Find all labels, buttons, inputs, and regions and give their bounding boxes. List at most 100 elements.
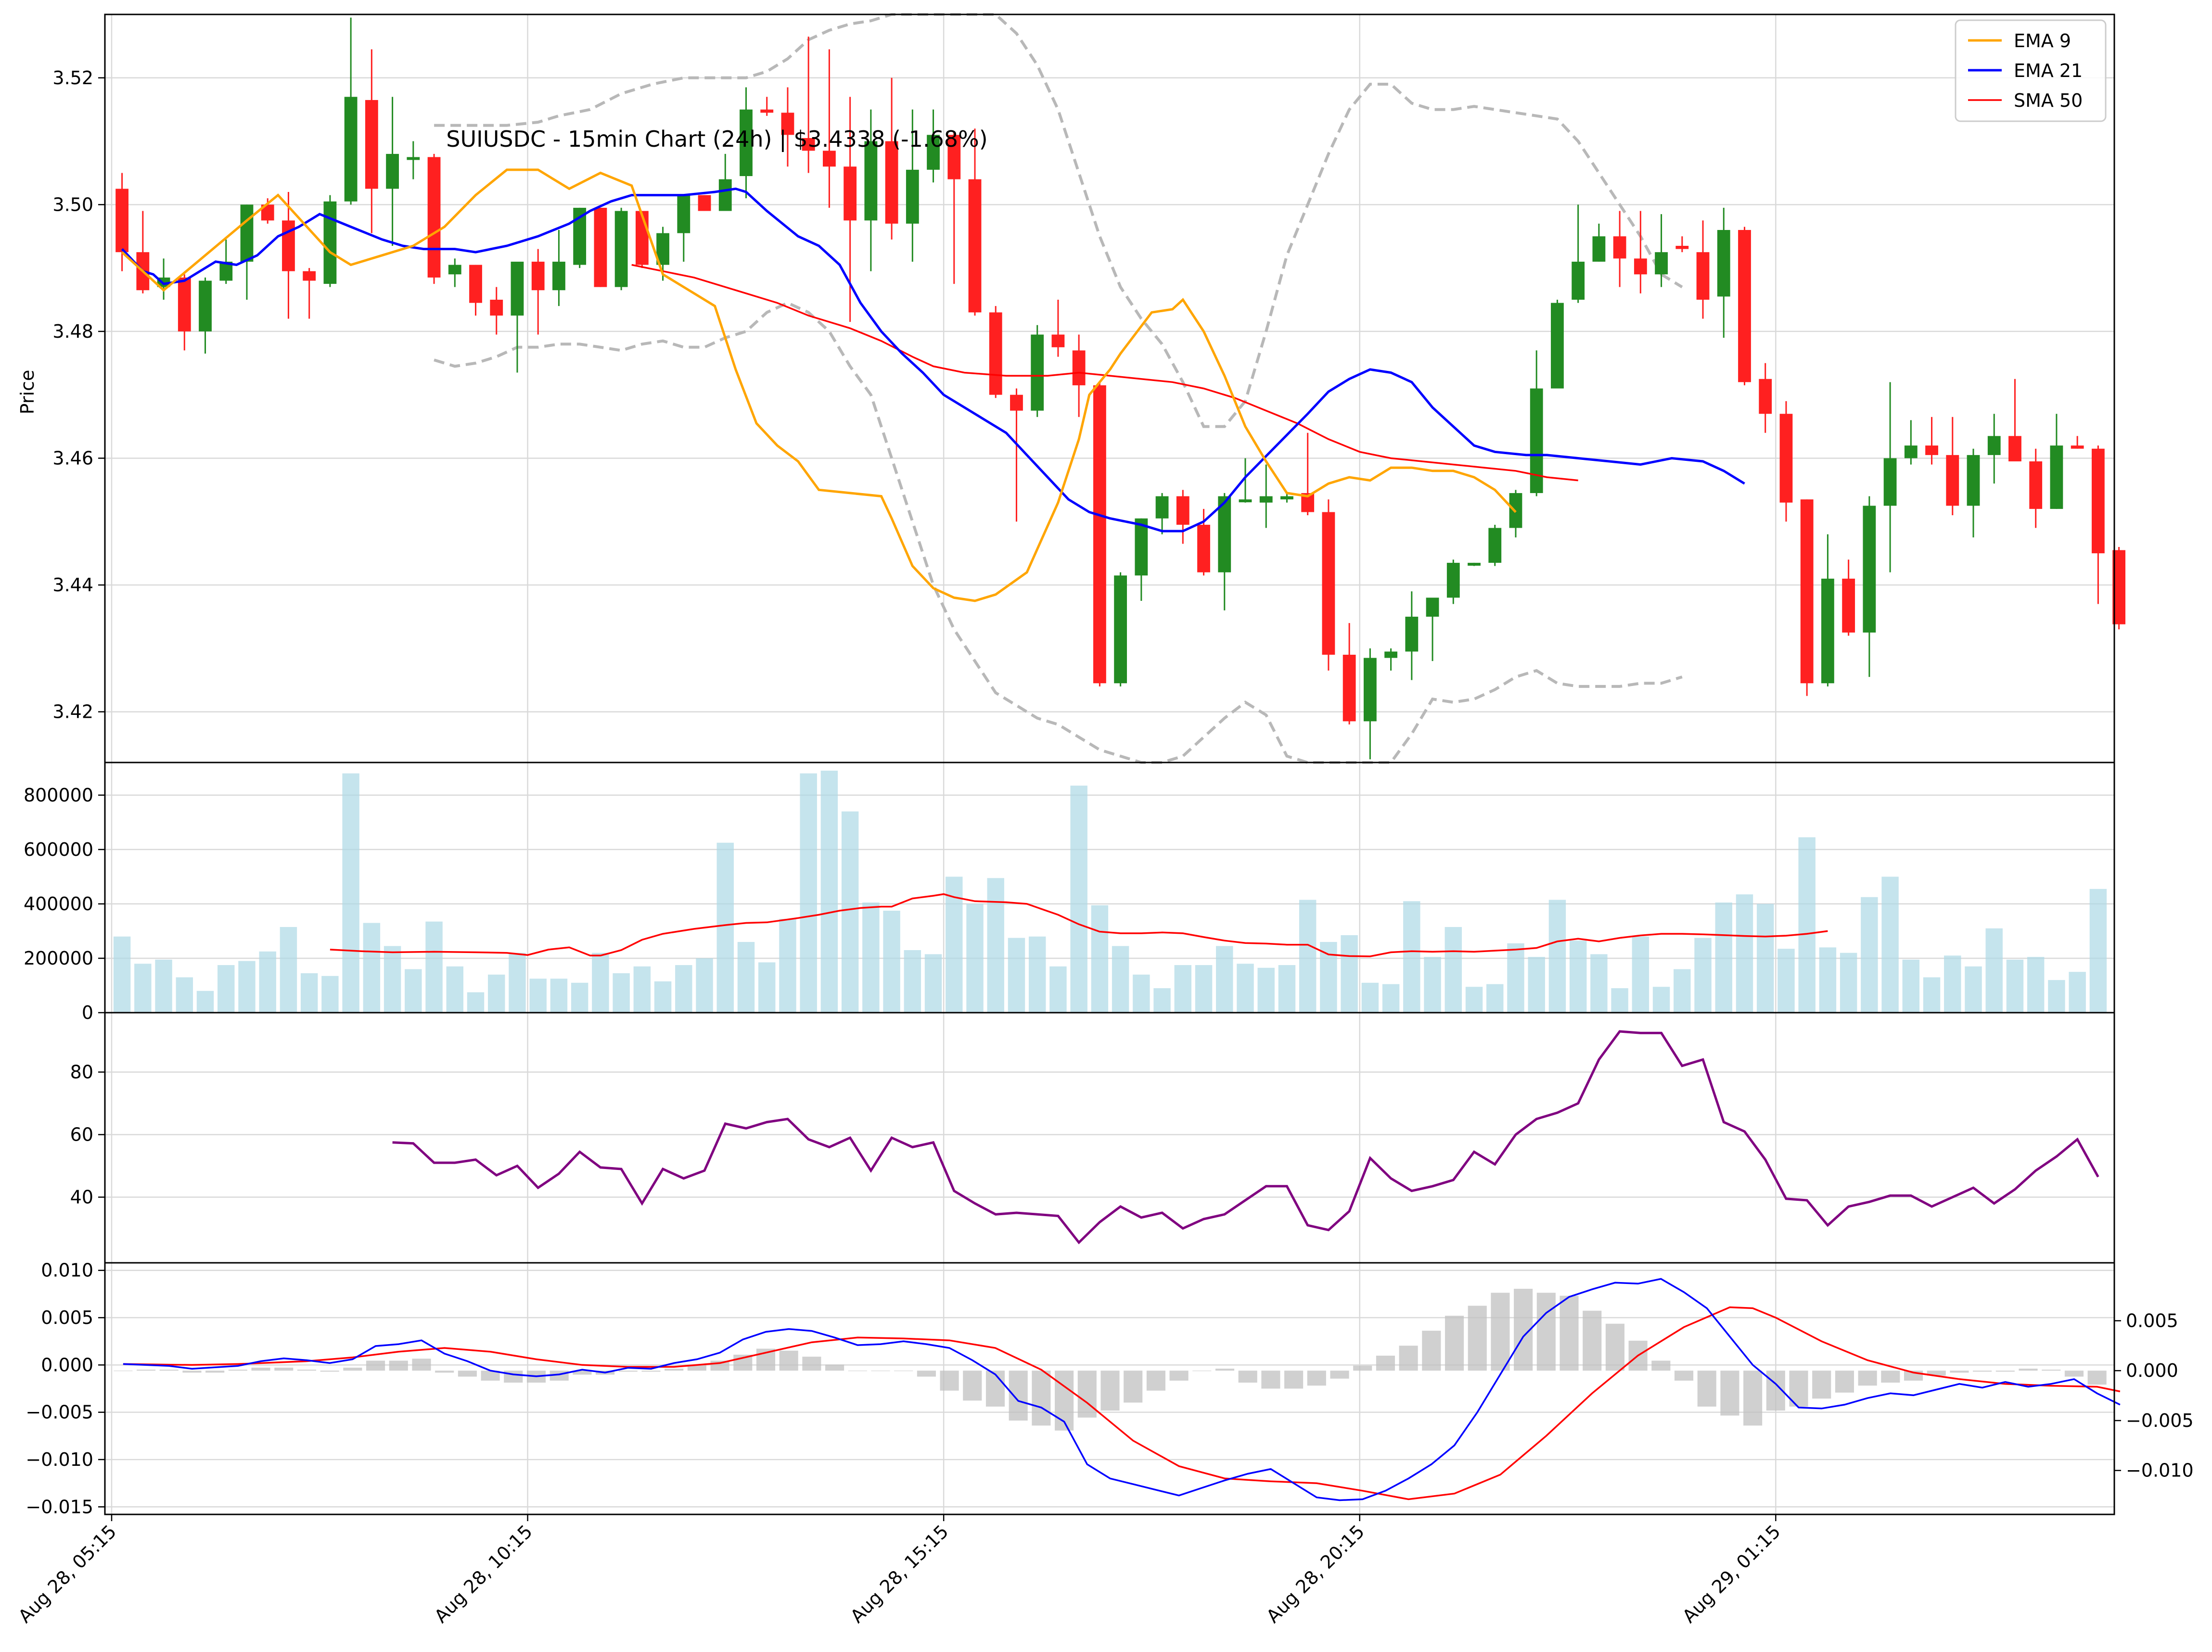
volume-bar bbox=[196, 991, 214, 1013]
volume-bar bbox=[446, 966, 464, 1013]
candle-body bbox=[115, 189, 129, 253]
candle-body bbox=[1031, 334, 1044, 411]
candle-body bbox=[1655, 252, 1668, 275]
indicator-lines bbox=[121, 168, 1745, 602]
volume-bar bbox=[1028, 936, 1046, 1013]
volume-bar bbox=[1257, 967, 1275, 1013]
volume-bar bbox=[1569, 940, 1587, 1013]
volume-bar bbox=[1923, 977, 1941, 1013]
candle-body bbox=[614, 211, 628, 287]
bollinger-bands bbox=[434, 13, 1683, 764]
candle-body bbox=[823, 151, 836, 167]
volume-bar bbox=[1216, 946, 1233, 1013]
macd-histogram-bar bbox=[963, 1371, 982, 1401]
macd-histogram-bar bbox=[917, 1371, 936, 1377]
macd-histogram-bar bbox=[2019, 1368, 2038, 1371]
volume-bar bbox=[800, 773, 817, 1013]
volume-bar bbox=[2006, 959, 2024, 1013]
candle-body bbox=[1572, 261, 1585, 300]
volume-bar bbox=[1382, 984, 1400, 1013]
volume-bar bbox=[1528, 957, 1545, 1013]
macd-histogram-bar bbox=[136, 1370, 156, 1371]
volume-bar bbox=[1777, 949, 1795, 1013]
candlesticks bbox=[115, 17, 2126, 760]
macd-histogram-bar bbox=[1077, 1371, 1097, 1418]
rsi-line bbox=[392, 1030, 2099, 1245]
y-tick-label: 40 bbox=[70, 1187, 93, 1208]
macd-histogram-bar bbox=[1261, 1371, 1280, 1389]
legend-sma50-label: SMA 50 bbox=[2014, 90, 2083, 111]
macd-histogram-bar bbox=[1536, 1293, 1556, 1371]
candle-body bbox=[303, 271, 316, 281]
candle-body bbox=[1135, 518, 1148, 576]
candle-body bbox=[677, 195, 690, 233]
candle-body bbox=[844, 166, 857, 221]
y-tick-label: 600000 bbox=[24, 839, 93, 860]
macd-histogram-bar bbox=[1353, 1365, 1372, 1371]
bollinger-upper-line bbox=[434, 13, 1683, 428]
volume-bar bbox=[1694, 938, 1712, 1013]
volume-bar bbox=[966, 903, 984, 1013]
volume-bar bbox=[613, 973, 630, 1013]
macd-histogram-bar bbox=[1560, 1296, 1579, 1371]
legend-ema21-label: EMA 21 bbox=[2014, 60, 2083, 81]
macd-histogram-bar bbox=[1422, 1331, 1441, 1371]
volume-bar bbox=[696, 958, 713, 1013]
candle-body bbox=[1842, 578, 1855, 633]
volume-bar bbox=[1465, 987, 1483, 1013]
macd-histogram-bar bbox=[1468, 1306, 1487, 1371]
volume-bar bbox=[1507, 943, 1524, 1013]
candle-body bbox=[2050, 445, 2063, 509]
volume-bar bbox=[1112, 946, 1129, 1013]
macd-histogram-bar bbox=[1858, 1371, 1877, 1386]
volume-bar bbox=[2089, 889, 2107, 1013]
volume-bar bbox=[737, 942, 755, 1013]
candle-body bbox=[1446, 562, 1460, 598]
volume-bar bbox=[1049, 966, 1067, 1013]
candle-body bbox=[178, 277, 191, 331]
candle-body bbox=[989, 312, 1002, 395]
volume-bar bbox=[904, 950, 921, 1013]
candle-body bbox=[1821, 578, 1834, 684]
macd-histogram-bar bbox=[228, 1370, 247, 1371]
volume-bars bbox=[113, 770, 2107, 1013]
candle-body bbox=[199, 280, 212, 331]
volume-bar bbox=[1070, 786, 1087, 1013]
axes bbox=[98, 13, 2121, 1521]
macd-histogram-bar bbox=[1100, 1371, 1120, 1411]
volume-bar bbox=[820, 770, 838, 1013]
candle-body bbox=[1218, 496, 1231, 572]
candle-body bbox=[1987, 436, 2001, 455]
y-tick-label: 3.46 bbox=[52, 447, 93, 469]
candle-body bbox=[885, 141, 898, 224]
candle-body bbox=[1468, 562, 1481, 566]
macd-histogram-bar bbox=[1124, 1371, 1143, 1403]
volume-bar bbox=[1133, 974, 1150, 1013]
candle-body bbox=[1696, 252, 1710, 300]
candle-body bbox=[1405, 616, 1419, 652]
candle-body bbox=[407, 157, 420, 160]
candle-body bbox=[1197, 524, 1210, 572]
macd-histogram-bar bbox=[159, 1370, 179, 1371]
volume-bar bbox=[176, 977, 193, 1013]
macd-histogram-bar bbox=[1491, 1293, 1510, 1371]
y-tick-label: 0.005 bbox=[41, 1307, 93, 1328]
macd-histogram-bar bbox=[1284, 1371, 1304, 1389]
y-tick-label: 0.010 bbox=[41, 1260, 93, 1281]
candle-body bbox=[1883, 458, 1897, 506]
candle-body bbox=[760, 109, 774, 113]
macd-histogram-bar bbox=[1169, 1371, 1189, 1381]
volume-bar bbox=[1611, 988, 1628, 1013]
macd-histogram-bar bbox=[389, 1360, 408, 1371]
volume-bar bbox=[280, 927, 297, 1013]
y-tick-label: 3.52 bbox=[52, 67, 93, 89]
volume-bar bbox=[134, 964, 152, 1013]
volume-bar bbox=[321, 976, 339, 1013]
volume-bar bbox=[758, 962, 776, 1013]
macd-histogram-bar bbox=[940, 1371, 959, 1391]
macd-histogram-bar bbox=[573, 1371, 592, 1375]
candle-body bbox=[906, 169, 919, 224]
candle-body bbox=[240, 204, 254, 262]
volume-bar bbox=[1299, 900, 1317, 1013]
